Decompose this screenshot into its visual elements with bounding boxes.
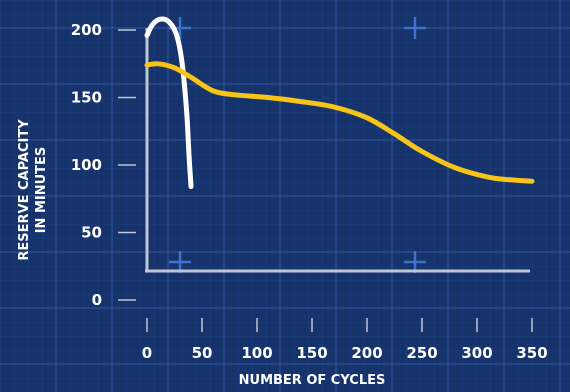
x-tick-label-200: 200 [351,344,382,362]
y-axis-title-line1: RESERVE CAPACITY [17,119,32,261]
x-tick-label-300: 300 [461,344,492,362]
x-tick-label-50: 50 [192,344,213,362]
y-axis-title: RESERVE CAPACITY IN MINUTES [17,119,49,261]
grid-cross-3 [404,251,426,273]
x-tick-label-100: 100 [241,344,272,362]
grid-cross-2 [169,251,191,273]
series-line-1 [144,61,535,184]
x-axis-title: NUMBER OF CYCLES [239,373,386,388]
grid-cross-1 [404,17,426,39]
y-tick-label-150: 150 [71,89,102,107]
y-tick-label-0: 0 [92,291,102,309]
axes [145,28,530,273]
x-tick-label-250: 250 [406,344,437,362]
series-layer [144,16,535,190]
y-axis-ticks: 0 50 100 150 200 [71,21,136,309]
y-tick-label-50: 50 [81,224,102,242]
x-tick-label-0: 0 [142,344,152,362]
y-tick-label-200: 200 [71,21,102,39]
y-tick-label-100: 100 [71,156,102,174]
x-axis-ticks: 0 50 100 150 200 250 300 350 [142,318,548,362]
x-tick-label-350: 350 [516,344,547,362]
series-line-0 [144,16,194,190]
y-axis-title-line2: IN MINUTES [34,147,49,234]
x-tick-label-150: 150 [296,344,327,362]
